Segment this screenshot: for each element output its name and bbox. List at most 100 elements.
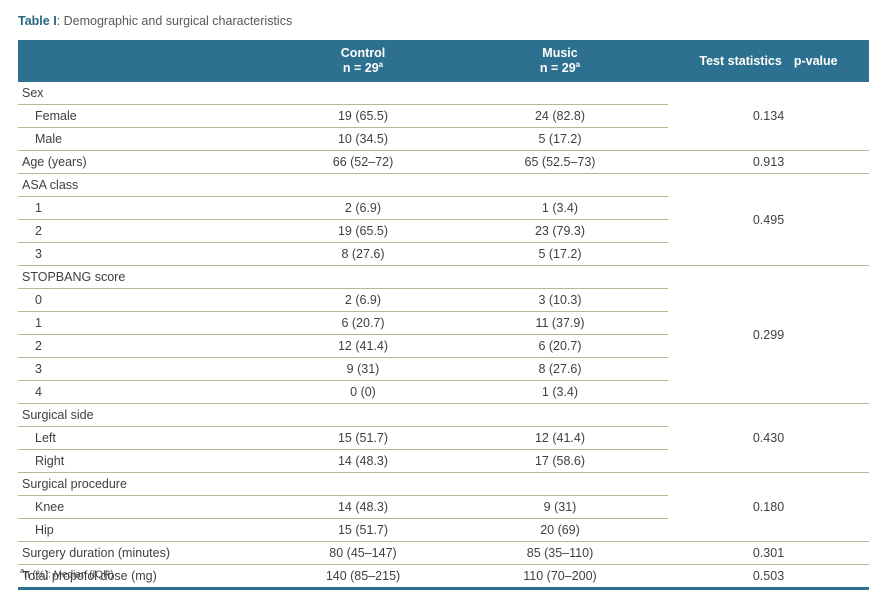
music-value: 9 (31)	[452, 495, 668, 519]
section-label: ASA class	[18, 173, 274, 197]
control-value: 140 (85–215)	[274, 564, 452, 590]
control-value: 80 (45–147)	[274, 541, 452, 565]
control-value	[274, 173, 452, 197]
control-value: 2 (6.9)	[274, 196, 452, 220]
control-value: 15 (51.7)	[274, 518, 452, 542]
control-column-n: n = 29a	[342, 59, 384, 75]
control-value: 15 (51.7)	[274, 426, 452, 450]
control-value: 10 (34.5)	[274, 127, 452, 151]
control-value: 14 (48.3)	[274, 449, 452, 473]
table-row: Knee 14 (48.3) 9 (31)	[18, 495, 869, 519]
p-value: 0.301	[668, 541, 869, 565]
section-label: Surgical side	[18, 403, 274, 427]
row-label: 1	[18, 196, 274, 220]
section-header-row: Surgical procedure 0.180	[18, 472, 869, 542]
row-label: Hip	[18, 518, 274, 542]
music-value: 65 (52.5–73)	[452, 150, 668, 174]
control-value: 0 (0)	[274, 380, 452, 404]
section-header-row: Sex 0.134	[18, 82, 869, 151]
music-value: 23 (79.3)	[452, 219, 668, 243]
control-value: 19 (65.5)	[274, 219, 452, 243]
row-label: Surgery duration (minutes)	[18, 541, 274, 565]
p-value-label: p-value	[793, 53, 838, 68]
section-header-row: STOPBANG score 0.299	[18, 265, 869, 404]
music-value: 12 (41.4)	[452, 426, 668, 450]
music-value	[452, 472, 668, 496]
table-row: Left 15 (51.7) 12 (41.4)	[18, 426, 869, 450]
control-value: 14 (48.3)	[274, 495, 452, 519]
music-value: 11 (37.9)	[452, 311, 668, 335]
header-stats-pvalue-column: Test statistics p-value	[668, 40, 869, 82]
section-header-row: ASA class 0.495	[18, 173, 869, 266]
control-value: 8 (27.6)	[274, 242, 452, 266]
row-label: Knee	[18, 495, 274, 519]
control-column-name: Control	[340, 46, 386, 60]
music-value: 110 (70–200)	[452, 564, 668, 590]
music-value: 20 (69)	[452, 518, 668, 542]
control-value: 19 (65.5)	[274, 104, 452, 128]
music-value: 1 (3.4)	[452, 196, 668, 220]
table-row: Right 14 (48.3) 17 (58.6)	[18, 449, 869, 473]
table-row: Female 19 (65.5) 24 (82.8)	[18, 104, 869, 128]
section-label: Sex	[18, 82, 274, 105]
music-column-name: Music	[542, 46, 578, 60]
row-label: Female	[18, 104, 274, 128]
row-label: 0	[18, 288, 274, 312]
music-value: 8 (27.6)	[452, 357, 668, 381]
music-value: 17 (58.6)	[452, 449, 668, 473]
row-label: Age (years)	[18, 150, 274, 174]
row-label: 3	[18, 242, 274, 266]
section-header-row: Surgical side 0.430	[18, 403, 869, 473]
row-label: 4	[18, 380, 274, 404]
music-value: 1 (3.4)	[452, 380, 668, 404]
header-row: Control n = 29a Music n = 29a Test stati…	[18, 40, 869, 82]
control-value	[274, 472, 452, 496]
table-header: Control n = 29a Music n = 29a Test stati…	[18, 40, 869, 82]
section-label: Surgical procedure	[18, 472, 274, 496]
control-value: 2 (6.9)	[274, 288, 452, 312]
header-row-label-column	[18, 40, 274, 82]
control-value: 6 (20.7)	[274, 311, 452, 335]
p-value: 0.180	[668, 472, 869, 542]
p-value: 0.913	[668, 150, 869, 174]
p-value: 0.430	[668, 403, 869, 473]
row-label: 1	[18, 311, 274, 335]
music-value	[452, 403, 668, 427]
table-row: Surgery duration (minutes) 80 (45–147) 85 …	[18, 541, 869, 565]
row-label: 2	[18, 219, 274, 243]
row-label: 3	[18, 357, 274, 381]
music-column-n: n = 29a	[539, 59, 581, 75]
music-footnote-marker: a	[575, 59, 581, 69]
music-value: 85 (35–110)	[452, 541, 668, 565]
table-row: Age (years) 66 (52–72) 65 (52.5–73) 0.913	[18, 150, 869, 174]
characteristics-table: Control n = 29a Music n = 29a Test stati…	[18, 40, 869, 590]
header-music-column: Music n = 29a	[452, 40, 668, 82]
table-title-label: Table I	[18, 14, 57, 28]
table-title: Table I: Demographic and surgical charac…	[18, 14, 292, 28]
table-row: Male 10 (34.5) 5 (17.2)	[18, 127, 869, 151]
control-value: 9 (31)	[274, 357, 452, 381]
p-value: 0.299	[668, 265, 869, 404]
table-row: Hip 15 (51.7) 20 (69)	[18, 518, 869, 542]
control-value	[274, 265, 452, 289]
table-row: Total propofol dose (mg) 140 (85–215) 110 …	[18, 564, 869, 590]
footnote-marker: a	[20, 566, 25, 575]
music-value	[452, 173, 668, 197]
test-statistics-label: Test statistics	[699, 53, 782, 68]
table-body: Sex 0.134 Female 19 (65.5) 24 (82.8) Male 10 (…	[18, 82, 869, 590]
control-value	[274, 82, 452, 105]
row-label: Male	[18, 127, 274, 151]
table-row: 2 12 (41.4) 6 (20.7)	[18, 334, 869, 358]
row-label: Right	[18, 449, 274, 473]
music-value	[452, 82, 668, 105]
control-value: 12 (41.4)	[274, 334, 452, 358]
table-row: 2 19 (65.5) 23 (79.3)	[18, 219, 869, 243]
music-value: 5 (17.2)	[452, 127, 668, 151]
control-footnote-marker: a	[378, 59, 384, 69]
control-value: 66 (52–72)	[274, 150, 452, 174]
